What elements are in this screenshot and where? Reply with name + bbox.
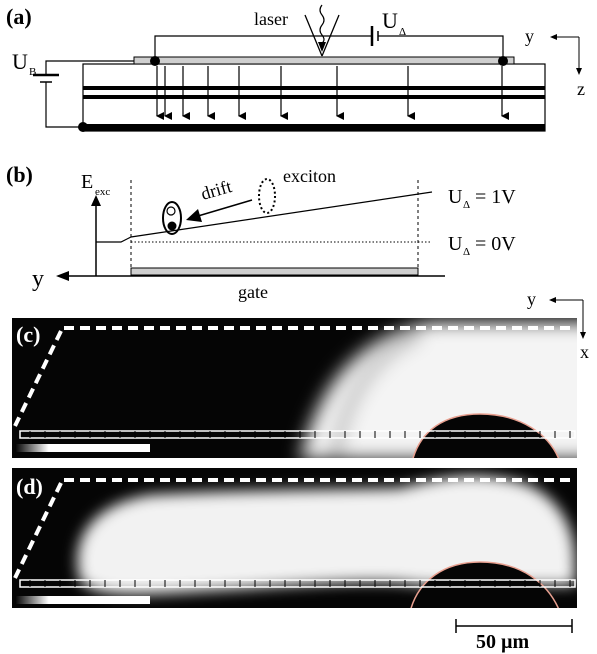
exciton-initial xyxy=(258,178,276,214)
contact-back xyxy=(78,122,88,132)
gate-bar xyxy=(130,267,419,276)
axes-yx xyxy=(549,297,586,339)
laser-label: laser xyxy=(254,9,288,29)
panel-c: (c) y x xyxy=(12,289,589,458)
exciton-drifted xyxy=(162,201,182,235)
u-delta-1v-subscript: Δ xyxy=(463,199,470,211)
panel-a-label: (a) xyxy=(6,4,32,29)
colorbar-c xyxy=(15,444,150,452)
u-delta-1v-value: = 1V xyxy=(475,186,516,208)
u-delta-0v-symbol: U xyxy=(448,233,463,255)
wire-u-delta-left xyxy=(154,35,372,61)
quantum-well-top xyxy=(83,86,545,90)
u-b-label: U xyxy=(12,49,28,74)
gate-label: gate xyxy=(238,282,268,302)
position-axis-arrow xyxy=(56,271,69,281)
axes-yz xyxy=(550,34,582,75)
panel-d-label: (d) xyxy=(16,474,43,499)
u-b-subscript: B xyxy=(29,66,36,78)
drift-arrow-line xyxy=(197,199,253,217)
u-delta-0v-value: = 0V xyxy=(475,233,516,255)
channel-bottom-dashes-c xyxy=(29,431,571,438)
channel-slant-edge-c xyxy=(13,330,63,427)
drift-arrow-head xyxy=(186,209,202,222)
scale-bar xyxy=(455,619,573,633)
drift-label: drift xyxy=(199,176,234,204)
u-delta-1v-symbol: U xyxy=(448,186,463,208)
channel-bottom-edge-d xyxy=(19,579,576,588)
channel-slant-edge-d xyxy=(13,482,63,579)
panel-b: (b) E exc y gate exciton drift xyxy=(6,162,516,302)
back-gate xyxy=(83,124,545,131)
position-axis-label: y xyxy=(32,266,44,292)
contact-right xyxy=(498,56,508,66)
axis-x-label-c: x xyxy=(580,342,589,362)
colorbar-d xyxy=(15,596,150,604)
energy-axis-subscript: exc xyxy=(95,186,110,198)
top-gate xyxy=(133,56,515,65)
u-delta-label: U xyxy=(382,8,398,33)
contact-left xyxy=(150,56,160,66)
axis-y-label-c: y xyxy=(527,289,536,309)
quantum-well-bottom xyxy=(83,95,545,99)
image-c-emission xyxy=(300,322,577,458)
wire-u-b-bottom xyxy=(45,82,83,128)
energy-axis-label: E xyxy=(81,171,93,193)
panel-d: (d) xyxy=(12,468,577,608)
field-arrows xyxy=(156,66,509,120)
panel-b-label: (b) xyxy=(6,162,33,187)
axis-z-label-a: z xyxy=(577,79,585,99)
image-d-emission xyxy=(77,475,575,608)
energy-axis-arrow xyxy=(91,195,101,206)
channel-bottom-edge-c xyxy=(19,430,576,439)
wire-u-b-top xyxy=(45,60,134,74)
laser-beam xyxy=(304,4,340,57)
wire-u-delta-right xyxy=(378,35,504,61)
energy-profile-1v xyxy=(96,191,433,243)
scale-bar-label: 50 µm xyxy=(476,631,530,653)
u-delta-0v-subscript: Δ xyxy=(463,246,470,258)
panel-a: (a) xyxy=(6,4,585,132)
panel-c-label: (c) xyxy=(16,322,40,347)
channel-bottom-dashes-d xyxy=(29,580,571,587)
u-delta-subscript: Δ xyxy=(399,26,406,38)
axis-y-label-a: y xyxy=(525,26,534,46)
exciton-label: exciton xyxy=(283,166,336,186)
